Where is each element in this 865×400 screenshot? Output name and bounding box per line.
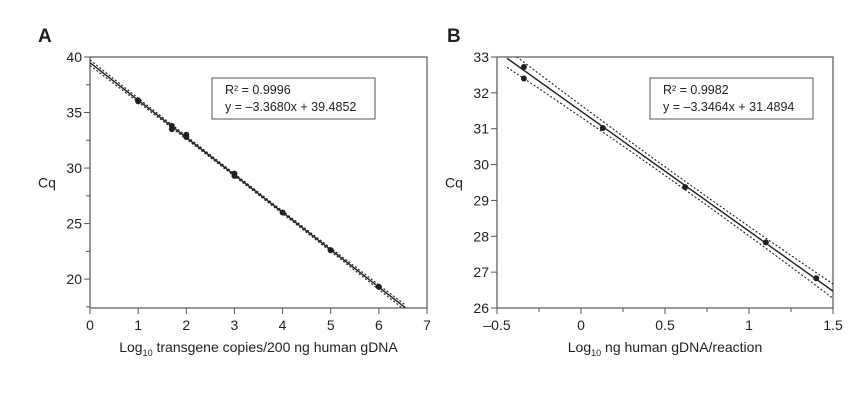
y-tick-label: 25 [66, 216, 82, 232]
y-tick-label: 26 [473, 300, 489, 316]
upper-confidence-band [516, 57, 833, 285]
data-point [279, 209, 286, 216]
x-tick-label: 6 [375, 317, 383, 333]
data-point [599, 124, 606, 131]
y-tick-label: 27 [473, 264, 489, 280]
y-tick-label: 32 [473, 85, 489, 101]
legend-r2: R² = 0.9996 [225, 83, 291, 97]
x-tick-label: 2 [182, 317, 190, 333]
x-tick-label: 4 [279, 317, 287, 333]
legend-equation: y = –3.3464x + 31.4894 [663, 100, 794, 114]
y-tick-label: 40 [66, 49, 82, 65]
panel-label: B [447, 26, 461, 47]
panel-label: A [38, 26, 52, 47]
data-point [183, 133, 190, 140]
x-axis-label-rest: transgene copies/200 ng human gDNA [153, 339, 399, 355]
y-tick-label: 29 [473, 192, 489, 208]
legend-equation: y = –3.3680x + 39.4852 [225, 100, 356, 114]
data-point [520, 75, 527, 82]
y-axis-label: Cq [445, 175, 463, 191]
x-axis-label: Log10 transgene copies/200 ng human gDNA [119, 339, 398, 358]
y-tick-label: 30 [66, 160, 82, 176]
x-tick-label: 3 [231, 317, 239, 333]
x-tick-label: 1.5 [823, 317, 843, 333]
x-axis-label-rest: ng human gDNA/reaction [601, 339, 762, 355]
y-tick-label: 31 [473, 121, 489, 137]
data-point [327, 247, 334, 254]
data-point [375, 283, 382, 290]
x-tick-label: 0 [577, 317, 585, 333]
x-tick-label: 1 [745, 317, 753, 333]
legend-r2: R² = 0.9982 [663, 83, 729, 97]
data-point [520, 64, 527, 71]
y-tick-label: 35 [66, 105, 82, 121]
data-point [682, 184, 689, 191]
x-tick-label: 0.5 [655, 317, 675, 333]
data-point [231, 172, 238, 179]
upper-confidence-band [90, 59, 406, 306]
data-point [135, 98, 142, 105]
x-tick-label: 1 [134, 317, 142, 333]
x-axis-label-subscript: 10 [143, 348, 153, 358]
lower-confidence-band [506, 66, 833, 299]
data-point [813, 275, 820, 282]
data-point [168, 126, 175, 133]
x-tick-label: 0 [86, 317, 94, 333]
plot-frame [89, 56, 428, 309]
regression-line [90, 62, 406, 308]
y-tick-label: 30 [473, 157, 489, 173]
x-tick-label: 7 [423, 317, 431, 333]
lower-confidence-band [90, 65, 404, 308]
y-axis-label: Cq [38, 175, 56, 191]
x-axis-label-main: Log [568, 339, 591, 355]
x-tick-label: 5 [327, 317, 335, 333]
legend-box [649, 77, 814, 120]
y-tick-label: 33 [473, 49, 489, 65]
y-tick-label: 28 [473, 228, 489, 244]
data-point [762, 239, 769, 246]
x-tick-label: –0.5 [483, 317, 510, 333]
y-tick-label: 20 [66, 271, 82, 287]
regression-line [506, 57, 833, 292]
x-axis-label-main: Log [119, 339, 142, 355]
x-axis-label: Log10 ng human gDNA/reaction [568, 339, 762, 358]
legend-box [211, 77, 376, 120]
x-axis-label-subscript: 10 [591, 348, 601, 358]
